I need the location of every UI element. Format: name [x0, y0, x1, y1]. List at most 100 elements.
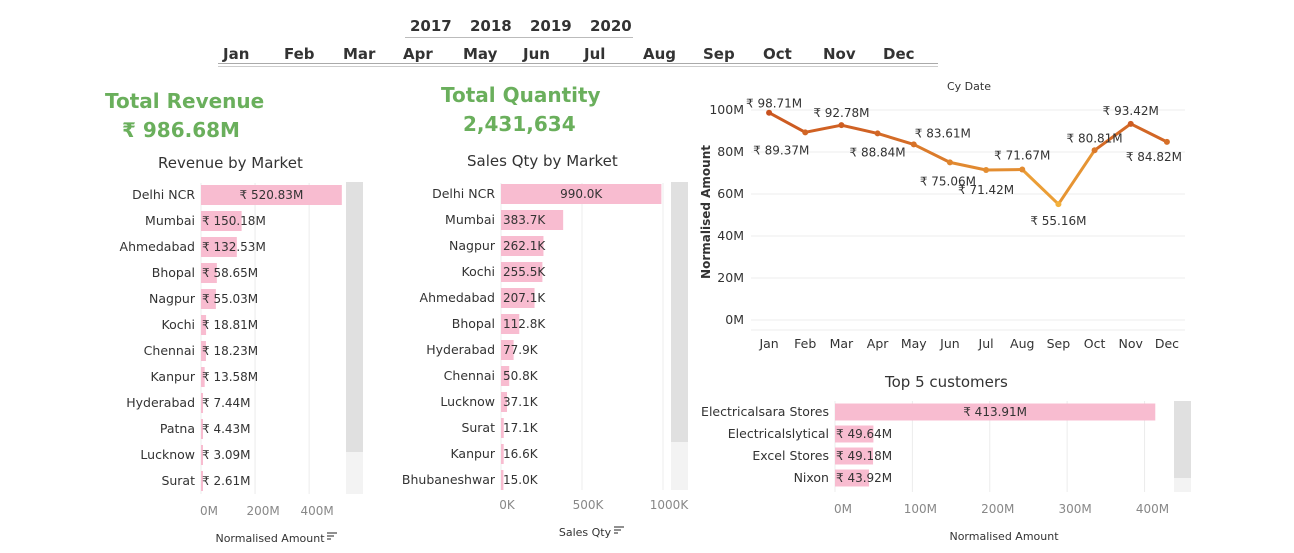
- bar[interactable]: [501, 184, 662, 204]
- bar[interactable]: [201, 471, 203, 491]
- line-point[interactable]: [1091, 147, 1098, 154]
- month-divider-2: [218, 66, 938, 67]
- x-tick-label: 200M: [246, 504, 279, 518]
- total-revenue-value: ₹ 986.68M: [122, 118, 240, 142]
- bar[interactable]: [501, 262, 543, 282]
- bar[interactable]: [201, 289, 216, 309]
- customers-scrollbar-track[interactable]: [1174, 478, 1191, 492]
- x-tick-label: 0M: [834, 502, 852, 516]
- x-tick-label: Oct: [1084, 336, 1106, 351]
- bar-value-label: 207.1K: [503, 291, 546, 305]
- x-axis-title: Sales Qty: [559, 526, 612, 539]
- category-label: Kochi: [462, 264, 496, 279]
- bar[interactable]: [201, 185, 342, 205]
- bar[interactable]: [201, 341, 206, 361]
- year-2020[interactable]: 2020: [590, 17, 632, 35]
- bar[interactable]: [835, 425, 874, 443]
- line-point[interactable]: [838, 122, 845, 129]
- line-point[interactable]: [1163, 138, 1170, 145]
- bar-value-label: 16.6K: [503, 447, 539, 461]
- category-label: Electricalslytical: [728, 426, 829, 441]
- bar[interactable]: [201, 393, 204, 413]
- line-point[interactable]: [1127, 120, 1134, 127]
- sort-icon[interactable]: [327, 532, 337, 540]
- qty-scrollbar-thumb[interactable]: [671, 182, 688, 442]
- bar[interactable]: [501, 470, 504, 490]
- x-tick-label: 0K: [499, 498, 516, 512]
- bar[interactable]: [201, 263, 217, 283]
- bar-value-label: 37.1K: [503, 395, 539, 409]
- line-point[interactable]: [766, 109, 773, 116]
- line-segment: [876, 131, 916, 146]
- bar[interactable]: [501, 444, 504, 464]
- bar[interactable]: [501, 340, 514, 360]
- month-apr[interactable]: Apr: [403, 45, 433, 63]
- year-2018[interactable]: 2018: [470, 17, 512, 35]
- bar-value-label: ₹ 18.23M: [202, 344, 258, 358]
- x-tick-label: Mar: [830, 336, 854, 351]
- month-sep[interactable]: Sep: [703, 45, 735, 63]
- revenue-scrollbar-track[interactable]: [346, 452, 363, 494]
- bar-value-label: ₹ 3.09M: [202, 448, 251, 462]
- category-label: Hyderabad: [426, 342, 495, 357]
- top-customers-title: Top 5 customers: [885, 373, 1008, 391]
- bar[interactable]: [201, 315, 207, 335]
- bar[interactable]: [501, 392, 508, 412]
- x-tick-label: 100M: [904, 502, 937, 516]
- bar-value-label: ₹ 520.83M: [240, 188, 304, 202]
- month-oct[interactable]: Oct: [763, 45, 792, 63]
- line-point[interactable]: [1055, 201, 1062, 208]
- x-tick-label: 200M: [981, 502, 1014, 516]
- bar[interactable]: [201, 367, 205, 387]
- point-value-label: ₹ 83.61M: [915, 126, 971, 140]
- line-point[interactable]: [946, 159, 953, 166]
- line-segment: [984, 167, 1024, 172]
- month-jul[interactable]: Jul: [584, 45, 606, 63]
- month-feb[interactable]: Feb: [284, 45, 315, 63]
- bar-value-label: ₹ 7.44M: [202, 396, 251, 410]
- bar[interactable]: [835, 403, 1156, 421]
- bar[interactable]: [201, 237, 237, 257]
- bar[interactable]: [835, 447, 874, 465]
- month-jan[interactable]: Jan: [223, 45, 250, 63]
- bar[interactable]: [835, 469, 869, 487]
- qty-scrollbar-track[interactable]: [671, 442, 688, 490]
- bar[interactable]: [501, 314, 520, 334]
- bar[interactable]: [501, 288, 535, 308]
- sort-icon[interactable]: [614, 526, 624, 534]
- month-may[interactable]: May: [463, 45, 498, 63]
- line-point[interactable]: [802, 129, 809, 136]
- bar-value-label: 17.1K: [503, 421, 539, 435]
- line-point[interactable]: [910, 141, 917, 148]
- x-axis-title: Normalised Amount: [949, 530, 1059, 543]
- month-mar[interactable]: Mar: [343, 45, 376, 63]
- x-tick-label: 0M: [200, 504, 218, 518]
- category-label: Delhi NCR: [432, 186, 495, 201]
- year-2019[interactable]: 2019: [530, 17, 572, 35]
- bar[interactable]: [501, 418, 504, 438]
- bar[interactable]: [501, 236, 544, 256]
- point-value-label: ₹ 93.42M: [1103, 104, 1159, 118]
- bar[interactable]: [501, 366, 510, 386]
- customers-scrollbar-thumb[interactable]: [1174, 401, 1191, 478]
- bar[interactable]: [501, 210, 564, 230]
- line-point[interactable]: [874, 130, 881, 137]
- line-segment: [1020, 167, 1060, 206]
- bar[interactable]: [201, 419, 203, 439]
- revenue-scrollbar-thumb[interactable]: [346, 182, 363, 452]
- point-value-label: ₹ 88.84M: [850, 145, 906, 159]
- line-segment: [1129, 122, 1169, 144]
- bar-value-label: ₹ 49.18M: [836, 449, 892, 463]
- y-tick-label: 20M: [717, 270, 744, 285]
- year-2017[interactable]: 2017: [410, 17, 452, 35]
- bar[interactable]: [201, 211, 242, 231]
- month-nov[interactable]: Nov: [823, 45, 856, 63]
- x-tick-label: 300M: [1059, 502, 1092, 516]
- top-customers-chart: Electricalsara Stores ₹ 413.91M Electrical…: [701, 401, 1169, 543]
- line-point[interactable]: [983, 167, 990, 174]
- month-aug[interactable]: Aug: [643, 45, 677, 63]
- line-point[interactable]: [1019, 166, 1026, 173]
- month-dec[interactable]: Dec: [883, 45, 915, 63]
- month-jun[interactable]: Jun: [523, 45, 550, 63]
- bar[interactable]: [201, 445, 203, 465]
